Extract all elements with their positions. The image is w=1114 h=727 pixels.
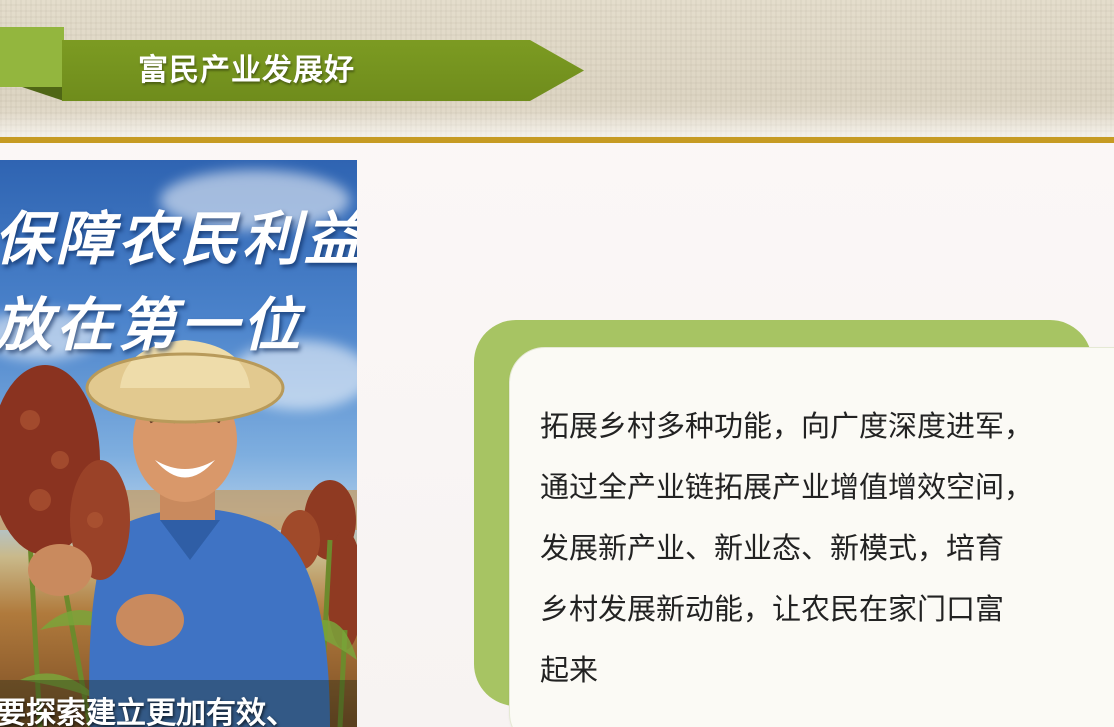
cloud	[0, 310, 100, 360]
body-line-5: 起来	[540, 653, 599, 687]
body-line-3: 发展新产业、新业态、新模式，培育	[540, 531, 1005, 565]
poster-photo: 保障农民利益 放在第一位 要探索建立更加有效、	[0, 160, 357, 727]
content-card	[509, 347, 1114, 727]
body-line-1: 拓展乡村多种功能，向广度深度进军，	[540, 409, 1034, 443]
poster-caption: 要探索建立更加有效、	[0, 696, 296, 727]
body-line-4: 乡村发展新动能，让农民在家门口富	[540, 592, 1005, 626]
cloud	[160, 170, 350, 230]
poster-slogan-line-1: 保障农民利益	[0, 205, 357, 273]
title-accent-block	[0, 27, 64, 87]
poster-slogan-line-2: 放在第一位	[0, 291, 305, 359]
title-banner	[62, 40, 584, 101]
gold-divider-rule	[0, 137, 1114, 143]
body-line-2: 通过全产业链拓展产业增值增效空间，	[540, 470, 1034, 504]
header-shade	[0, 112, 1114, 138]
farmer-illustration	[0, 340, 357, 727]
title-ribbon-fold	[22, 87, 64, 101]
card-body-text: 拓展乡村多种功能，向广度深度进军， 通过全产业链拓展产业增值增效空间， 发展新产…	[540, 396, 1114, 701]
slide-title: 富民产业发展好	[138, 53, 355, 88]
